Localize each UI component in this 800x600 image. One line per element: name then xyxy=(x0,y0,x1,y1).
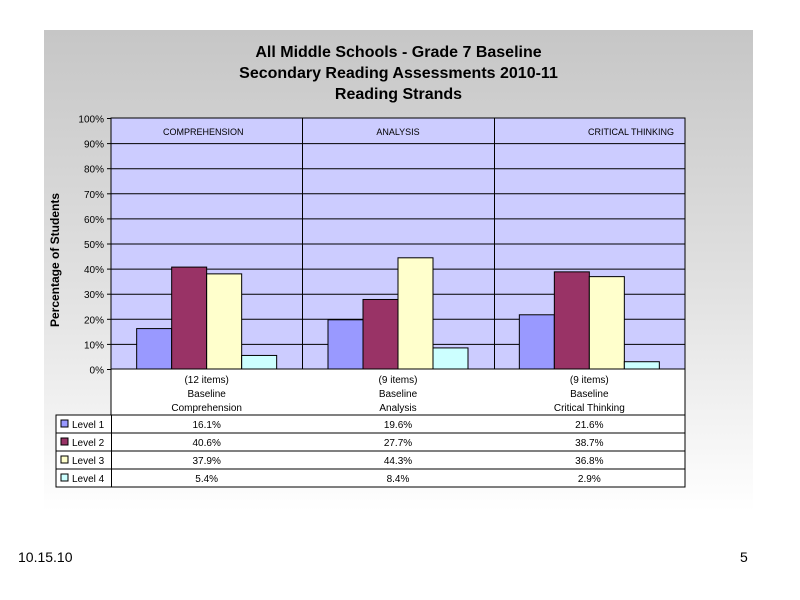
data-label: 8.4% xyxy=(387,474,410,485)
legend-label: Level 2 xyxy=(72,438,105,449)
legend-label: Level 1 xyxy=(72,420,105,431)
table-row xyxy=(55,468,686,488)
category-label: (9 items) xyxy=(570,375,609,386)
y-tick-label: 40% xyxy=(84,265,104,276)
data-label: 38.7% xyxy=(575,438,603,449)
legend-swatch xyxy=(60,473,69,482)
data-label: 5.4% xyxy=(195,474,218,485)
chart-title-line-1: All Middle Schools - Grade 7 Baseline xyxy=(255,44,542,61)
category-label: Critical Thinking xyxy=(554,403,625,414)
legend-label: Level 4 xyxy=(72,474,105,485)
y-tick-label: 70% xyxy=(84,190,104,201)
category-label: (12 items) xyxy=(184,375,228,386)
data-label: 27.7% xyxy=(384,438,412,449)
data-label: 40.6% xyxy=(192,438,220,449)
legend-swatch xyxy=(60,455,69,464)
data-label: 36.8% xyxy=(575,456,603,467)
category-label: Baseline xyxy=(379,389,418,400)
data-label: 2.9% xyxy=(578,474,601,485)
legend-swatch xyxy=(60,437,69,446)
footer-page-number: 5 xyxy=(740,549,748,565)
strand-label: COMPREHENSION xyxy=(163,127,244,137)
bar-level-3 xyxy=(588,276,625,370)
strand-label: ANALYSIS xyxy=(376,127,419,137)
bar-level-4 xyxy=(432,347,469,370)
legend-label: Level 3 xyxy=(72,456,105,467)
data-label: 21.6% xyxy=(575,420,603,431)
y-tick-label: 60% xyxy=(84,215,104,226)
bar-level-1 xyxy=(518,314,555,370)
y-tick-label: 0% xyxy=(90,366,105,377)
y-tick-label: 80% xyxy=(84,165,104,176)
chart-title-line-2: Secondary Reading Assessments 2010-11 xyxy=(239,65,558,82)
bar-level-2 xyxy=(553,271,590,370)
category-label: Comprehension xyxy=(171,403,242,414)
y-tick-label: 10% xyxy=(84,340,104,351)
bar-level-4 xyxy=(241,354,278,370)
y-tick-label: 30% xyxy=(84,290,104,301)
bar-level-3 xyxy=(206,273,243,370)
strand-label: CRITICAL THINKING xyxy=(588,127,674,137)
y-tick-label: 90% xyxy=(84,140,104,151)
bar-level-1 xyxy=(327,319,364,370)
chart-title: All Middle Schools - Grade 7 Baseline Se… xyxy=(44,42,753,105)
footer-date: 10.15.10 xyxy=(18,549,73,565)
data-label: 19.6% xyxy=(384,420,412,431)
y-tick-label: 20% xyxy=(84,315,104,326)
category-label: (9 items) xyxy=(379,375,418,386)
chart-title-line-3: Reading Strands xyxy=(334,86,463,103)
data-label: 44.3% xyxy=(384,456,412,467)
bar-level-1 xyxy=(136,328,173,370)
bar-level-3 xyxy=(397,257,434,370)
data-label: 37.9% xyxy=(192,456,220,467)
y-tick-label: 50% xyxy=(84,240,104,251)
category-label: Baseline xyxy=(187,389,226,400)
legend-swatch xyxy=(60,419,69,428)
data-label: 16.1% xyxy=(192,420,220,431)
bar-level-2 xyxy=(362,298,399,370)
y-tick-label: 100% xyxy=(78,115,104,126)
table-category-row xyxy=(110,368,686,416)
category-label: Analysis xyxy=(379,403,416,414)
bar-level-2 xyxy=(171,266,208,370)
bar-level-4 xyxy=(623,361,660,370)
category-label: Baseline xyxy=(570,389,609,400)
